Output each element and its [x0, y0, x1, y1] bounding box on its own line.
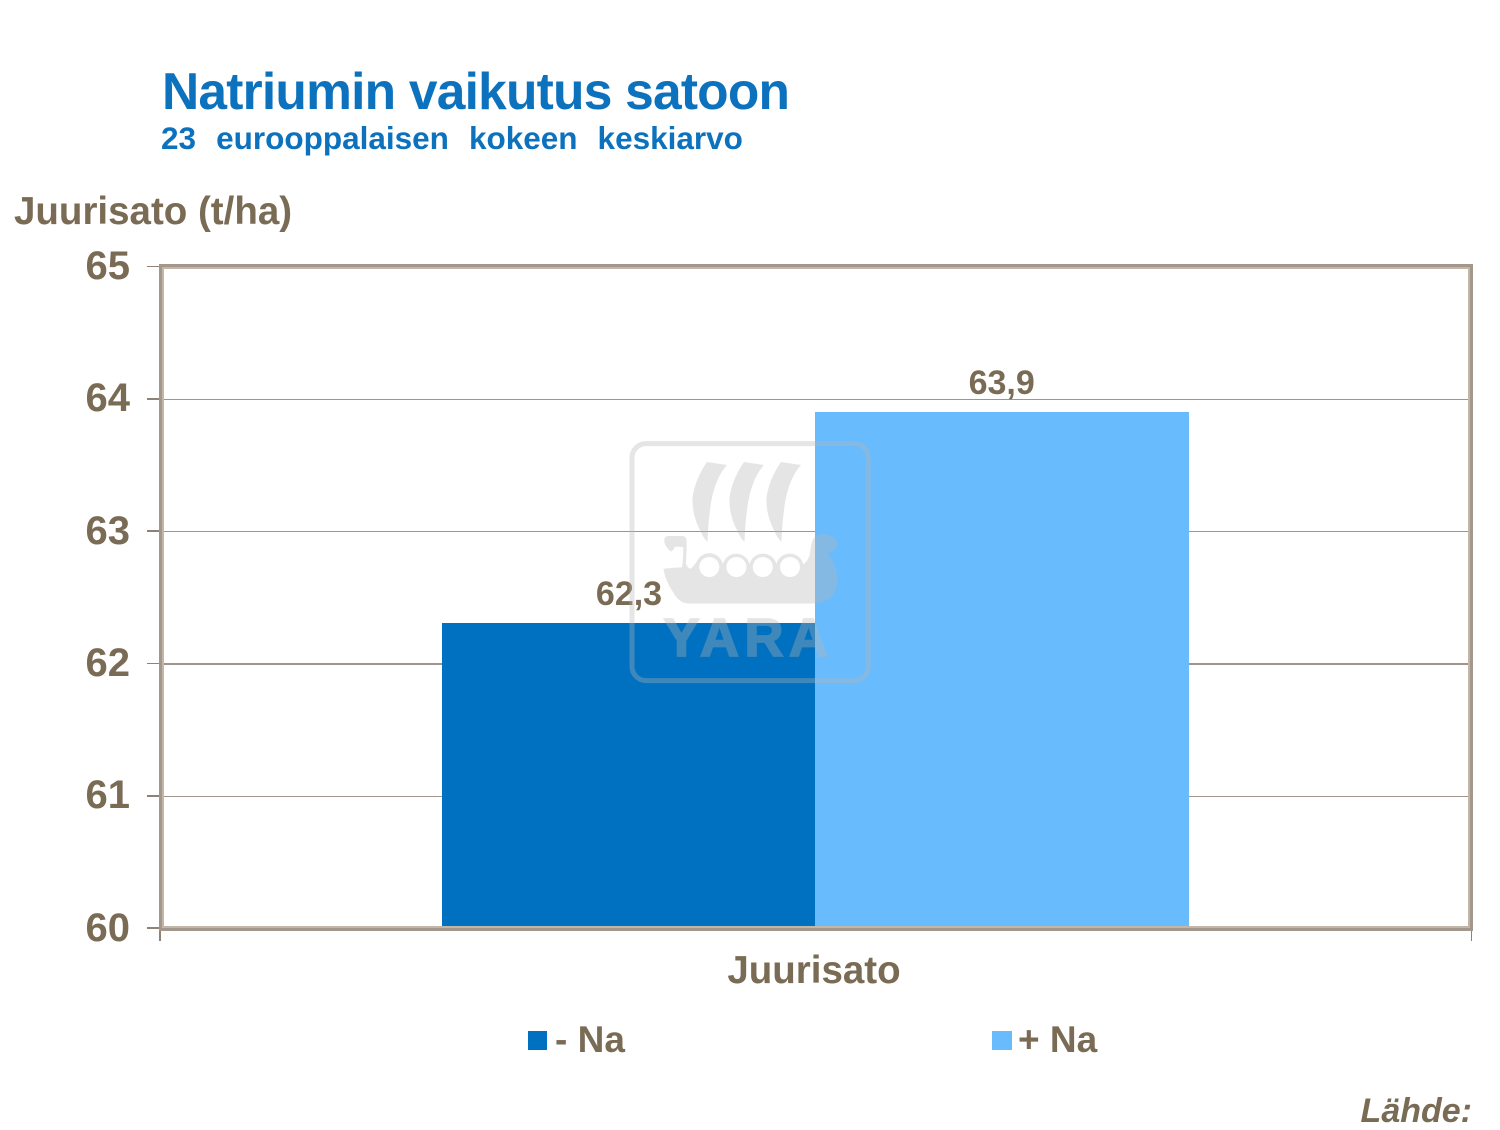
svg-text:YARA: YARA: [663, 608, 833, 668]
